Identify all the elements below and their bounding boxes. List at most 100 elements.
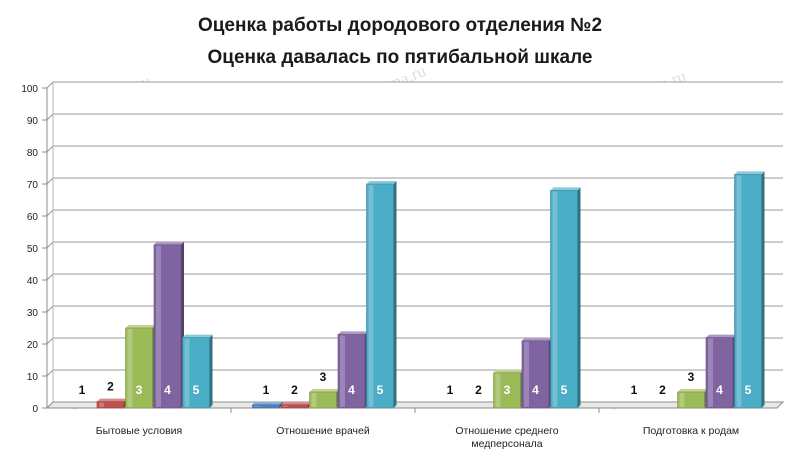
bar-highlight [156,245,161,407]
bar-front [252,404,280,409]
bar-data-label: 5 [745,383,752,397]
bar-side [393,181,397,408]
bar-data-label: 1 [447,383,454,397]
bar-top [338,331,368,335]
y-tick-label: 50 [27,244,39,255]
bar [280,401,311,409]
bar-highlight [736,175,742,407]
bar-front [493,372,521,409]
bar-highlight [254,405,260,407]
bar-front [309,391,337,409]
bar [550,187,581,409]
bar [252,401,283,409]
bar-front [182,337,210,409]
y-tick-label: 20 [27,340,39,351]
x-category-label: медперсонала [471,438,542,450]
bar-data-label: 1 [79,383,86,397]
bar-data-label: 3 [504,383,511,397]
bar [182,334,213,409]
bar-highlight [524,341,529,407]
bar-highlight [708,338,713,407]
bar-top [182,334,213,338]
bar-highlight [340,335,345,407]
gridline-diagonal [46,369,54,377]
bar-top [366,181,397,184]
bar-front [550,190,578,409]
bar [493,369,524,409]
bar-front [366,183,394,409]
y-tick-label: 40 [27,276,39,287]
bar-top [734,171,765,175]
bar-data-label: 3 [320,370,327,384]
y-tick-label: 30 [27,308,39,319]
bar-top [522,337,552,341]
bar-data-label: 3 [688,370,695,384]
bar [337,331,368,409]
y-tick-label: 100 [21,84,38,95]
bar-data-label: 4 [348,383,355,397]
gridline-diagonal [46,305,54,313]
bar-front [125,327,153,409]
chart-subtitle: Оценка давалась по пятибальной шкале [208,47,593,68]
bar-highlight [311,393,317,407]
bar-highlight [368,185,374,407]
gridline-diagonal [46,209,54,217]
bar-front [153,244,182,409]
labels-layer: 0 10 20 30 40 50 60 70 80 90 100 1 2 3 4 5 Бытовые услов… [21,84,751,450]
bar-front [734,174,762,409]
x-category-label: Отношение врачей [276,425,370,437]
bar-top [125,325,156,328]
y-tick-label: 90 [27,116,39,127]
bar-front [677,391,705,409]
bar [734,171,765,409]
bar-data-label: 4 [532,383,539,397]
y-tick-label: 80 [27,148,39,159]
bar-front [521,340,550,409]
y-tick-label: 60 [27,212,39,223]
bar [309,389,340,409]
bar-highlight [283,405,288,407]
bar-data-label: 2 [475,383,482,397]
bar [366,181,397,409]
bar-data-label: 2 [291,383,298,397]
bar-highlight [184,338,190,407]
bar-top [677,389,708,392]
bar-highlight [127,329,133,407]
gridline-diagonal [46,177,54,185]
bar-data-label: 5 [377,383,384,397]
bar [705,334,736,409]
bar-front [96,401,125,409]
bar [96,398,127,409]
bar-side [761,171,765,408]
bar-data-label: 1 [631,383,638,397]
gridline-diagonal [46,81,54,89]
y-tick-label: 10 [27,372,39,383]
bar-data-label: 1 [263,383,270,397]
bar-top [97,398,127,402]
gridline-diagonal [46,337,54,345]
bar-data-label: 5 [193,383,200,397]
bar-top [252,401,283,405]
bar-front [705,337,734,409]
bar-data-label: 2 [659,383,666,397]
x-category-label: Отношение среднего [455,425,558,437]
bar-highlight [552,191,558,407]
bar-highlight [99,402,104,407]
bar-data-label: 3 [136,383,143,397]
bar-side [577,187,581,408]
gridline-diagonal [46,273,54,281]
y-tick-label: 0 [32,404,38,415]
bar-side [209,334,213,408]
gridline-diagonal [46,241,54,249]
bar-front [337,334,366,409]
gridline-diagonal [46,113,54,121]
bar [153,241,184,409]
bar-data-label: 2 [107,380,114,394]
bar-highlight [679,393,685,407]
bar-top [550,187,581,191]
bar-data-label: 5 [561,383,568,397]
bar-data-label: 4 [164,383,171,397]
bar-top [706,334,736,338]
bar [677,389,708,409]
